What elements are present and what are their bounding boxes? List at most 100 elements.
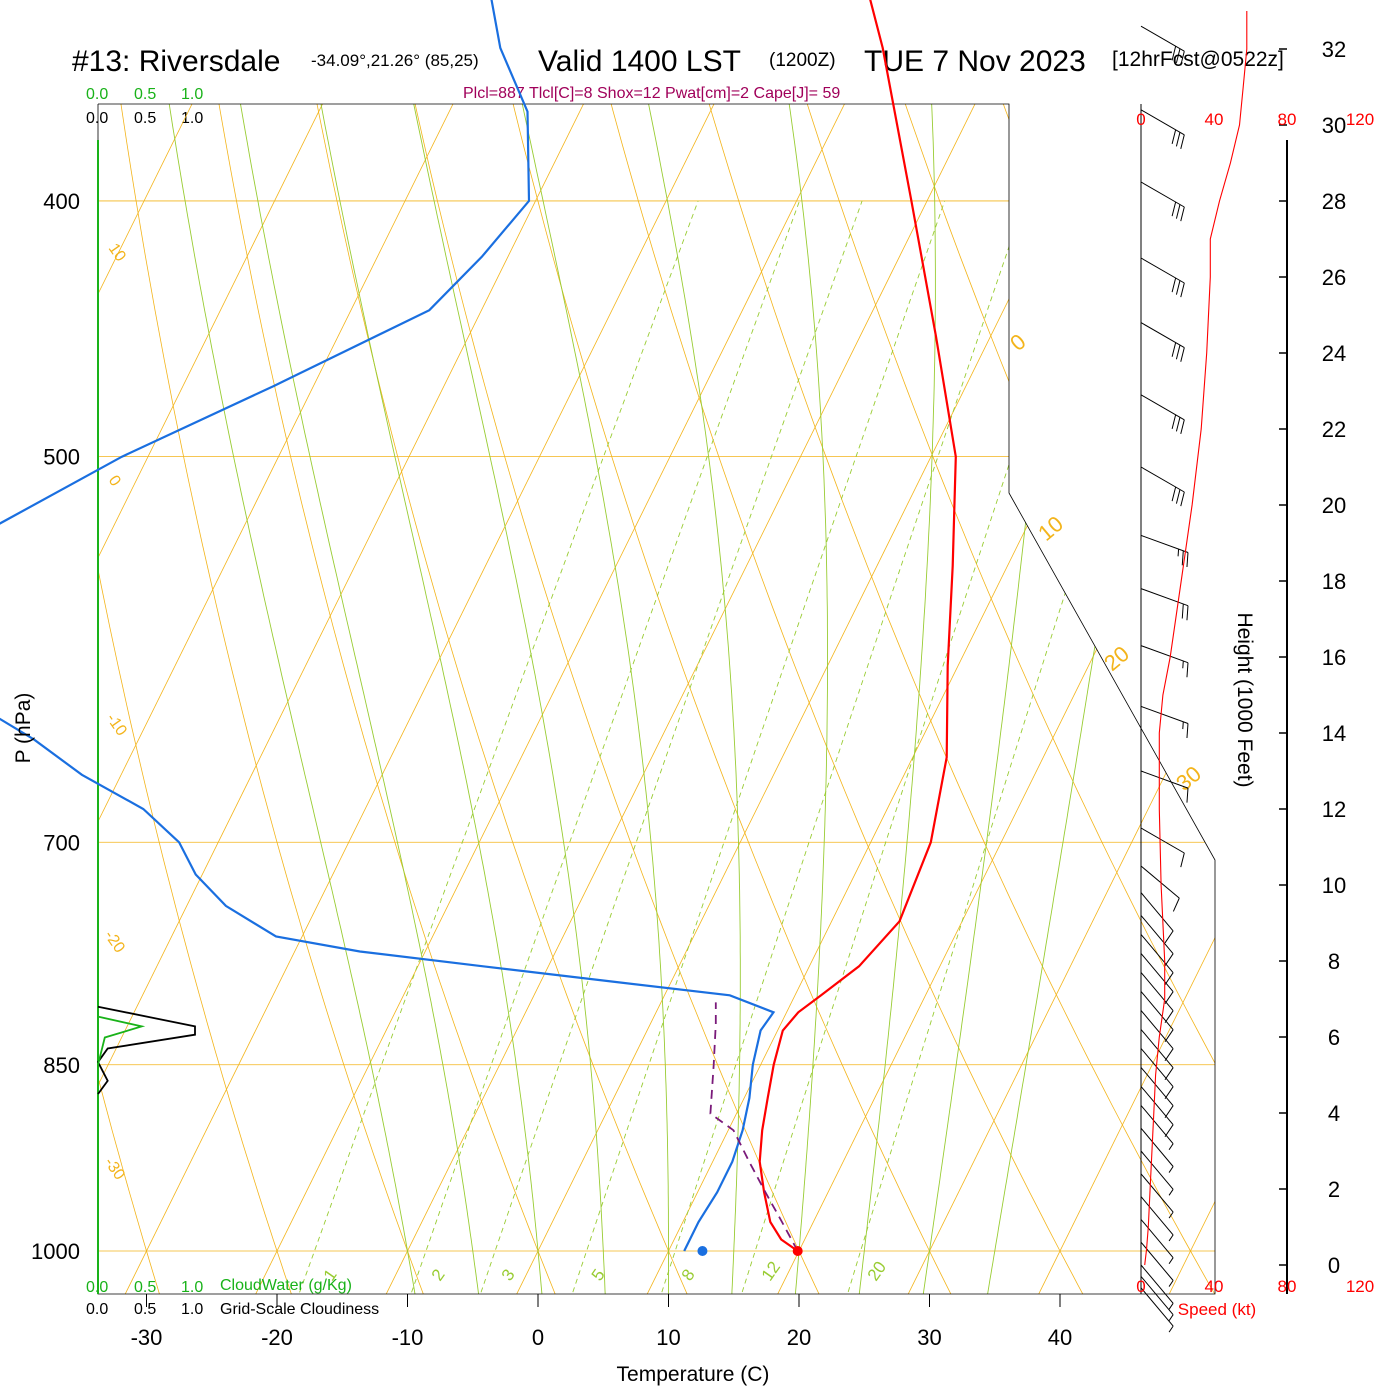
moist-adiabat--10 <box>111 104 420 1294</box>
moist-adiabat--5 <box>174 104 483 1294</box>
wind-barb-staff <box>1140 972 1174 1012</box>
wind-barb-staff <box>1140 1196 1174 1236</box>
wind-barb-feather <box>1181 603 1184 619</box>
dry-adiabat--20 <box>98 104 300 1294</box>
wind-barb-staff <box>1140 1086 1174 1126</box>
isotherm--60 <box>98 104 565 1294</box>
isotherm-label-right-7: 20 <box>1099 641 1134 676</box>
isotherm--10 <box>374 104 1215 1294</box>
moist-adiabat-30 <box>919 104 1072 1294</box>
pressure-tick-400: 400 <box>43 189 80 214</box>
isotherm-50 <box>1157 104 1215 1294</box>
wind-barb <box>1140 1241 1174 1287</box>
speed-top-tick-3: 120 <box>1346 110 1374 129</box>
wind-barb <box>1140 1029 1174 1081</box>
wind-barb-staff <box>1140 1048 1174 1088</box>
bottom-green-tick-1: 0.5 <box>134 1279 156 1296</box>
pressure-axis-label: P (hPa) <box>12 693 35 764</box>
wind-barb-feather <box>1175 204 1181 219</box>
speed-bottom-tick-3: 120 <box>1346 1277 1374 1296</box>
isotherm-label-left-2: -10 <box>103 711 130 740</box>
isotherm-20 <box>765 104 1215 1294</box>
wind-barb-staff <box>1140 257 1185 284</box>
wind-barb-staff <box>1140 181 1185 208</box>
wind-barb <box>1140 705 1189 739</box>
bottom-black-tick-0: 0.0 <box>86 1301 108 1318</box>
wind-barb-half-feather <box>1168 1143 1174 1151</box>
wind-barb-staff <box>1140 934 1174 974</box>
wind-barb-staff <box>1140 892 1174 932</box>
cloudwater-profile <box>97 1015 146 1092</box>
wind-barb <box>1140 865 1180 912</box>
surface-temperature-marker <box>792 1246 803 1256</box>
wind-barb-feather <box>1175 132 1181 147</box>
isotherm-40 <box>1026 104 1215 1294</box>
wind-barb-staff <box>1140 466 1185 493</box>
speed-top-tick-2: 80 <box>1278 110 1297 129</box>
cloudiness-label: Grid-Scale Cloudiness <box>220 1301 379 1318</box>
wind-barb-staff <box>1140 827 1185 854</box>
temperature-tick-40: 40 <box>1048 1325 1072 1350</box>
mixing-ratio-2 <box>402 200 800 1294</box>
bottom-green-tick-0: 0.0 <box>86 1279 108 1296</box>
top-green-tick-0: 0.0 <box>86 86 108 103</box>
wind-barb-staff <box>1140 1241 1174 1281</box>
wind-barb-feather <box>1164 1124 1174 1138</box>
mixing-ratio-lines <box>290 200 1192 1294</box>
wind-barb <box>1140 991 1174 1043</box>
height-tick-12: 12 <box>1322 797 1346 822</box>
wind-barb-feather <box>1180 347 1185 362</box>
height-tick-20: 20 <box>1322 493 1346 518</box>
wind-barb-half-feather <box>1168 1211 1174 1219</box>
height-tick-24: 24 <box>1322 341 1346 366</box>
top-green-tick-2: 1.0 <box>181 86 203 103</box>
moist-adiabat-15 <box>550 104 741 1294</box>
surface-dewpoint-marker <box>697 1246 708 1256</box>
wind-barb-staff <box>1140 915 1174 955</box>
mixing-ratio-label-5: 5 <box>588 1266 609 1285</box>
wind-barb-staff <box>1140 1173 1174 1213</box>
wind-barb-staff <box>1140 770 1189 789</box>
wind-barb-half-feather <box>1168 1314 1174 1322</box>
wind-barb-staff <box>1140 1276 1174 1316</box>
forecast-info: [12hrFcst@0522z] <box>1112 48 1284 71</box>
wind-barb-staff <box>1140 1219 1174 1259</box>
wind-barb <box>1140 181 1185 222</box>
wind-barb-staff <box>1140 1067 1174 1107</box>
wind-barb <box>1140 915 1174 967</box>
mixing-ratio-8 <box>653 200 1026 1294</box>
speed-profile-line <box>1144 11 1248 1266</box>
wind-barb <box>1140 1264 1174 1310</box>
height-tick-22: 22 <box>1322 417 1346 442</box>
wind-barb <box>1140 394 1185 435</box>
wind-barb-staff <box>1140 1264 1174 1304</box>
isobar-lines <box>98 200 1215 1252</box>
speed-top-tick-0: 0 <box>1136 110 1145 129</box>
height-tick-10: 10 <box>1322 873 1346 898</box>
wind-barb <box>1140 953 1174 1005</box>
top-green-tick-1: 0.5 <box>134 86 156 103</box>
wind-barb-half-feather <box>1168 1166 1174 1173</box>
isotherm--30 <box>113 104 957 1294</box>
wind-barb <box>1140 1010 1174 1062</box>
cloud-profiles <box>96 1005 196 1095</box>
wind-barb-feather <box>1186 723 1189 739</box>
isotherm--100 <box>0 0 42 1318</box>
wind-barb-feather <box>1171 46 1177 61</box>
dewpoint-line <box>0 0 776 1252</box>
height-tick-28: 28 <box>1322 189 1346 214</box>
wind-barb <box>1140 1150 1174 1196</box>
wind-barb-feather <box>1175 48 1181 63</box>
wind-barb-staff <box>1140 865 1180 899</box>
wind-barb-feather <box>1180 419 1185 435</box>
dry-adiabat-70 <box>760 104 1215 1294</box>
pressure-tick-700: 700 <box>43 830 80 855</box>
mixing-ratio-label-3: 3 <box>498 1266 519 1285</box>
speed-bottom-tick-2: 80 <box>1278 1277 1297 1296</box>
temperature-tick--20: -20 <box>261 1325 293 1350</box>
moist-adiabat-5 <box>329 104 607 1294</box>
pressure-tick-850: 850 <box>43 1053 80 1078</box>
wind-barb <box>1140 934 1174 986</box>
wind-barb-feather <box>1171 342 1177 357</box>
